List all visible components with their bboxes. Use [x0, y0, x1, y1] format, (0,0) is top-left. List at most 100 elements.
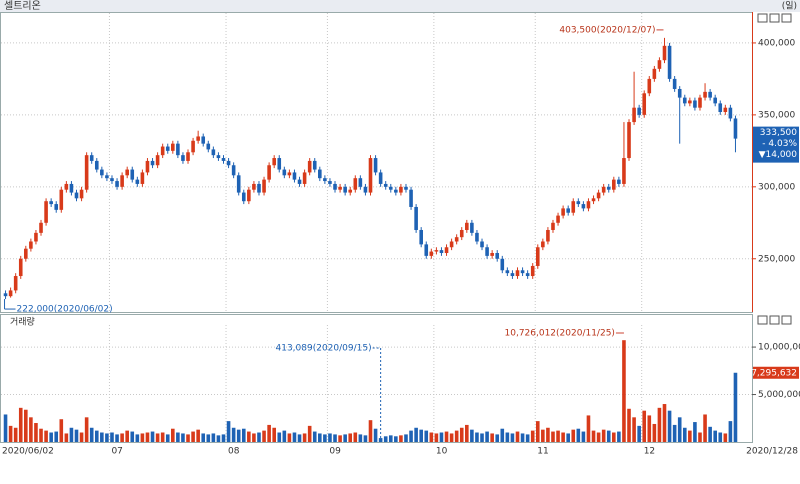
candle-body — [495, 253, 500, 259]
candle-body — [125, 169, 129, 176]
candle-body — [434, 250, 439, 252]
volume-bar — [672, 424, 677, 442]
volume-bar — [297, 434, 302, 442]
candle-body — [74, 192, 79, 199]
x-tick-label: 12 — [644, 447, 655, 457]
candle-body — [262, 179, 266, 193]
volume-bar — [677, 417, 682, 442]
volume-bar — [79, 432, 84, 442]
volume-bar — [216, 435, 221, 442]
button[interactable] — [757, 13, 768, 23]
candle-body — [404, 186, 408, 190]
volume-bar — [318, 433, 322, 442]
volume-bar — [581, 431, 586, 442]
volume-bar — [105, 433, 109, 442]
candle-body — [535, 247, 540, 266]
candle-body — [59, 189, 64, 210]
volume-bar — [475, 432, 479, 442]
candle-body — [100, 169, 104, 176]
volume-bar — [551, 431, 555, 442]
candle-body — [105, 175, 109, 179]
volume-bar — [257, 432, 261, 442]
candle-body — [130, 169, 135, 180]
volume-bar — [459, 427, 464, 442]
volume-bar — [282, 430, 287, 442]
period: (일) — [782, 1, 797, 12]
candle-body — [576, 201, 581, 205]
volume-bar — [622, 340, 626, 442]
candle-body — [693, 100, 697, 108]
candle-body — [39, 222, 43, 233]
volume-bar — [201, 433, 206, 442]
candle-body — [241, 192, 246, 202]
volume-bar — [49, 432, 53, 442]
candle-body — [551, 222, 555, 230]
candle-body — [394, 189, 398, 193]
candle-body — [698, 97, 702, 108]
volume-bar — [698, 432, 702, 442]
volume-bar — [591, 430, 596, 442]
volume-bar — [465, 424, 469, 442]
candle-body — [89, 155, 94, 161]
button[interactable] — [757, 315, 768, 325]
candle-body — [44, 201, 48, 223]
volume-bar — [24, 409, 28, 442]
candle-body — [307, 160, 312, 173]
volume-bar — [596, 432, 601, 442]
candle-body — [54, 204, 59, 210]
candle-body — [505, 270, 510, 274]
volume-bar — [39, 428, 43, 442]
volume-bar — [125, 430, 129, 442]
volume-bar — [287, 433, 292, 442]
volume-bar — [272, 427, 276, 442]
volume-bar — [155, 433, 160, 442]
candle-body — [647, 78, 652, 94]
candle-body — [566, 208, 570, 213]
candle-body — [79, 189, 84, 199]
candle-body — [480, 241, 484, 248]
volume-bar — [703, 414, 707, 442]
volume-bar — [378, 438, 383, 442]
candle-body — [282, 169, 287, 176]
volume-bar — [713, 430, 717, 442]
volume-bar — [388, 435, 393, 442]
y-tick-label: 350,000 — [758, 110, 795, 120]
button[interactable] — [769, 13, 780, 23]
candle-body — [500, 258, 505, 271]
volume-bar — [662, 404, 667, 442]
candle-body — [277, 158, 282, 170]
candle-body — [272, 158, 276, 166]
button[interactable] — [781, 315, 792, 325]
candle-body — [718, 103, 723, 112]
candle-body — [69, 183, 74, 193]
y-tick-label: 300,000 — [758, 182, 795, 192]
x-tick-label: 10 — [436, 447, 448, 457]
volume-bar — [657, 407, 662, 442]
candle-body — [627, 122, 631, 159]
button[interactable] — [769, 315, 780, 325]
candle-body — [221, 158, 226, 161]
candle-body — [541, 241, 545, 248]
candle-body — [312, 160, 317, 170]
last-volume: 7,295,632 — [751, 368, 797, 378]
candle-body — [632, 107, 636, 123]
candle-body — [236, 175, 241, 193]
volume-bar — [145, 432, 150, 442]
candle-body — [459, 229, 464, 238]
candle-body — [546, 229, 550, 242]
x-tick-label: 2020/12/28 — [746, 447, 798, 457]
volume-bar — [34, 423, 38, 442]
candle-body — [637, 107, 641, 115]
volume-bar — [160, 432, 165, 442]
volume-bar — [642, 410, 647, 442]
volume-bar — [110, 432, 114, 442]
candle-body — [713, 97, 717, 104]
volume-bar — [546, 427, 550, 442]
chart-title: 셀트리온 — [4, 0, 41, 12]
candle-body — [612, 179, 616, 190]
candle-body — [465, 222, 469, 230]
candle-body — [333, 183, 337, 190]
x-tick-label: 08 — [228, 447, 240, 457]
candle-body — [18, 258, 23, 277]
button[interactable] — [781, 13, 792, 23]
